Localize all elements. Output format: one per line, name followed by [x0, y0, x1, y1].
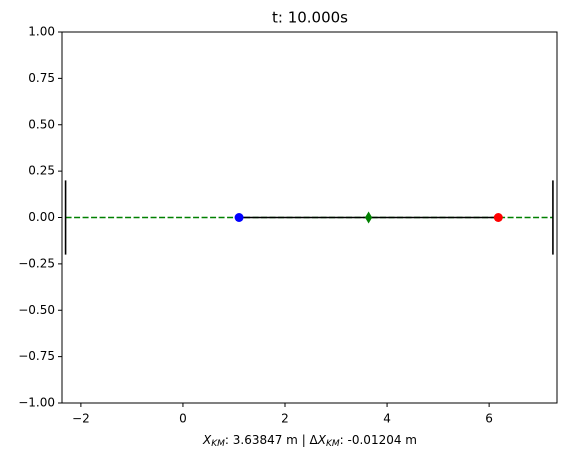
y-tick-label: −0.50 [18, 303, 55, 317]
y-tick-label: 0.00 [28, 210, 55, 224]
y-tick-label: 1.00 [28, 25, 55, 39]
x-tick-label: 2 [281, 412, 289, 426]
y-tick-label: −1.00 [18, 396, 55, 410]
chart-title: t: 10.000s [272, 9, 348, 27]
point [364, 211, 373, 224]
x-axis-label-part: KM [211, 439, 225, 449]
y-tick-label: −0.25 [18, 256, 55, 270]
x-tick-label: 4 [383, 412, 391, 426]
plot-frame [61, 31, 558, 404]
point [493, 213, 503, 222]
y-tick-label: −0.75 [18, 349, 55, 363]
x-tick-label: 6 [485, 412, 493, 426]
x-axis-label-part: KM [326, 439, 340, 449]
y-tick-label: 0.75 [28, 71, 55, 85]
x-tick-label: 0 [179, 412, 187, 426]
x-axis-label-part: X [202, 433, 212, 447]
x-axis-label-part: : -0.01204 m [340, 433, 417, 447]
x-tick-label: −2 [72, 412, 90, 426]
point [234, 213, 244, 222]
x-axis-label-part: : 3.63847 m | Δ [225, 433, 319, 447]
x-axis-label-part: X [317, 433, 327, 447]
y-tick-label: 0.50 [28, 117, 55, 131]
y-tick-label: 0.25 [28, 164, 55, 178]
x-axis-label: XKM: 3.63847 m | ΔXKM: -0.01204 m [202, 433, 417, 449]
